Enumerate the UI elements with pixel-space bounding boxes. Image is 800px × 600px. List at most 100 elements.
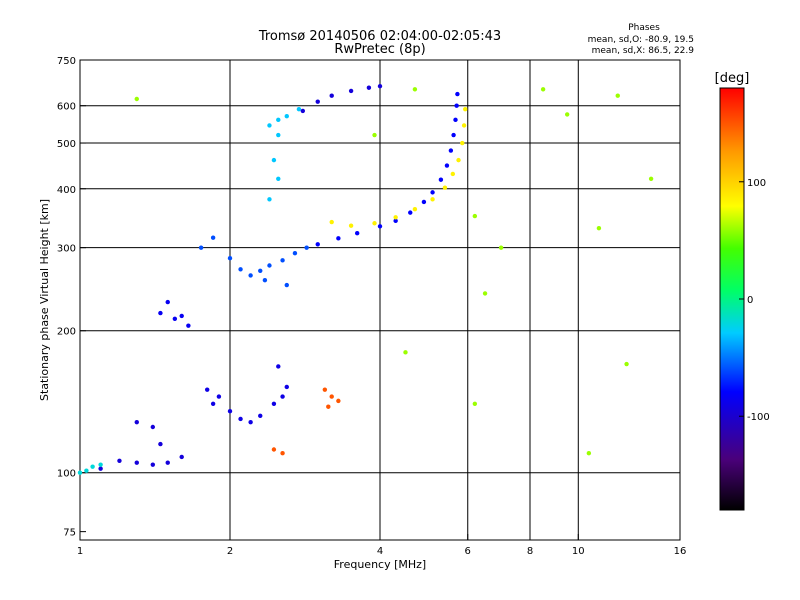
data-point — [258, 268, 263, 273]
data-point — [393, 215, 398, 220]
data-point — [472, 401, 478, 406]
data-point — [648, 176, 654, 181]
data-points — [77, 83, 654, 475]
data-point — [248, 419, 253, 425]
y-tick-label: 600 — [57, 102, 76, 113]
data-point — [267, 263, 272, 268]
data-point — [90, 464, 95, 469]
data-point — [326, 404, 331, 409]
data-point — [377, 224, 383, 229]
x-tick-label: 4 — [377, 546, 383, 557]
data-point — [158, 310, 163, 316]
data-point — [315, 242, 320, 247]
y-axis-label: Stationary phase Virtual Height [km] — [38, 199, 51, 401]
plot-area: 1 2 4 6 8 10 16 75 100 200 300 400 500 600 750 — [57, 56, 686, 557]
data-point — [430, 190, 435, 195]
data-point — [498, 245, 504, 250]
x-tick-label: 6 — [465, 546, 471, 557]
data-point — [267, 197, 272, 202]
data-point — [117, 458, 122, 463]
colorbar-label: [deg] — [715, 71, 750, 86]
data-point — [276, 132, 281, 138]
data-point — [304, 245, 309, 250]
data-point — [77, 470, 83, 475]
data-point — [84, 468, 89, 473]
data-point — [150, 462, 156, 467]
x-tick-label: 8 — [527, 546, 533, 557]
colorbar-tick-label: 0 — [747, 295, 753, 306]
data-point — [336, 236, 341, 241]
chart-title: Tromsø 20140506 02:04:00-02:05:43 — [258, 29, 501, 44]
data-point — [336, 398, 341, 404]
data-point — [198, 245, 204, 250]
data-point — [448, 148, 454, 153]
data-point — [150, 424, 156, 430]
data-point — [540, 87, 546, 92]
data-point — [564, 112, 570, 117]
data-point — [482, 291, 488, 296]
x-tick-label: 2 — [227, 546, 233, 557]
data-point — [172, 316, 178, 321]
data-point — [134, 460, 139, 465]
data-point — [179, 313, 184, 319]
data-point — [204, 387, 210, 392]
data-point — [372, 132, 377, 138]
y-tick-label: 300 — [57, 244, 76, 255]
y-axis-ticks: 75 100 200 300 400 500 600 750 — [57, 56, 86, 539]
data-point — [284, 114, 289, 119]
y-tick-label: 75 — [63, 528, 76, 539]
phase-o-stats: mean, sd,O: -80.9, 19.5 — [588, 35, 694, 45]
data-point — [238, 267, 243, 272]
data-point — [596, 225, 602, 231]
data-point — [267, 123, 272, 128]
phase-heading: Phases — [628, 23, 660, 33]
data-point — [615, 93, 620, 98]
data-point — [421, 199, 427, 205]
data-point — [461, 123, 467, 128]
data-point — [329, 394, 334, 399]
data-point — [366, 85, 372, 90]
grid-lines — [80, 60, 680, 540]
y-tick-label: 500 — [57, 139, 76, 150]
data-point — [238, 416, 243, 422]
data-point — [329, 93, 334, 98]
data-point — [165, 460, 170, 465]
data-point — [276, 117, 281, 123]
data-point — [354, 230, 360, 236]
y-tick-label: 200 — [57, 327, 76, 338]
data-point — [165, 299, 170, 305]
data-point — [453, 117, 458, 123]
y-tick-label: 400 — [57, 185, 76, 196]
y-tick-label: 100 — [57, 469, 76, 480]
data-point — [442, 185, 448, 190]
data-point — [444, 163, 450, 168]
data-point — [460, 140, 465, 146]
x-tick-label: 10 — [572, 546, 585, 557]
data-point — [158, 441, 163, 447]
data-point — [284, 384, 289, 390]
data-point — [280, 394, 285, 399]
data-point — [248, 273, 253, 278]
data-point — [276, 364, 281, 369]
data-point — [430, 197, 435, 202]
phase-x-stats: mean, sd,X: 86.5, 22.9 — [592, 46, 695, 56]
data-point — [98, 466, 103, 471]
data-point — [280, 450, 285, 456]
data-point — [98, 462, 103, 467]
data-point — [393, 218, 398, 224]
data-point — [292, 251, 298, 256]
data-point — [186, 323, 191, 328]
data-point — [348, 223, 354, 228]
data-point — [624, 361, 629, 367]
data-point — [271, 157, 277, 163]
data-point — [348, 88, 354, 94]
data-point — [300, 108, 306, 114]
data-point — [134, 96, 139, 102]
data-point — [271, 447, 277, 452]
data-point — [296, 106, 302, 112]
data-point — [179, 454, 184, 460]
colorbar-tick-label: -100 — [747, 412, 770, 423]
data-point — [377, 83, 383, 89]
data-point — [450, 171, 456, 177]
